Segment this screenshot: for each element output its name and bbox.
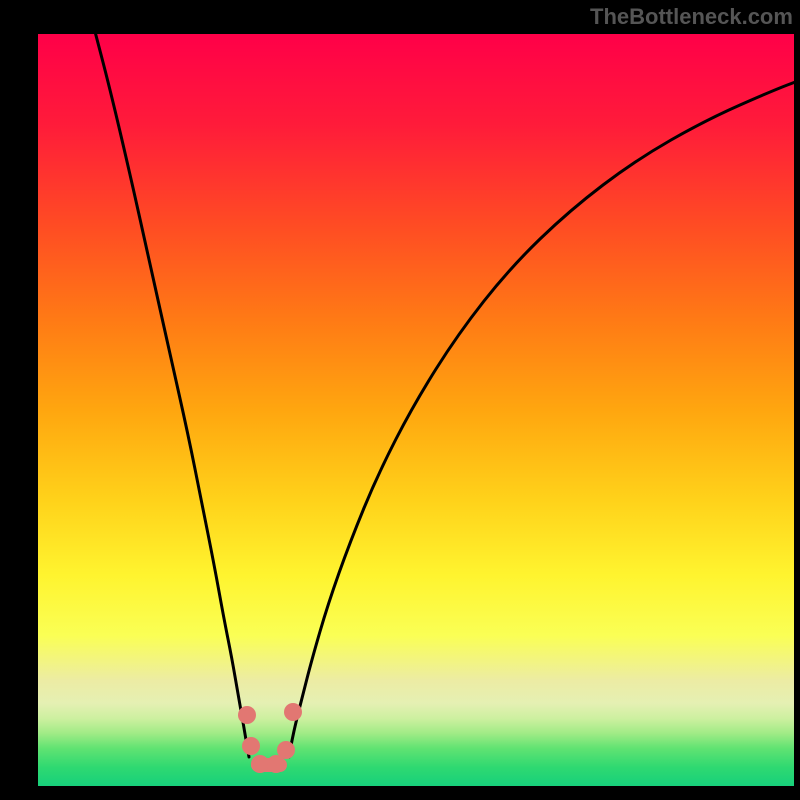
dip-marker-0	[238, 706, 256, 724]
dip-marker-2	[251, 755, 269, 773]
curve-right	[289, 78, 800, 757]
dip-marker-5	[284, 703, 302, 721]
dip-marker-4	[277, 741, 295, 759]
dip-marker-1	[242, 737, 260, 755]
watermark-text: TheBottleneck.com	[590, 4, 793, 30]
bottleneck-curves	[93, 24, 800, 757]
chart-svg-layer	[0, 0, 800, 800]
chart-stage: TheBottleneck.com	[0, 0, 800, 800]
curve-left	[93, 24, 249, 757]
